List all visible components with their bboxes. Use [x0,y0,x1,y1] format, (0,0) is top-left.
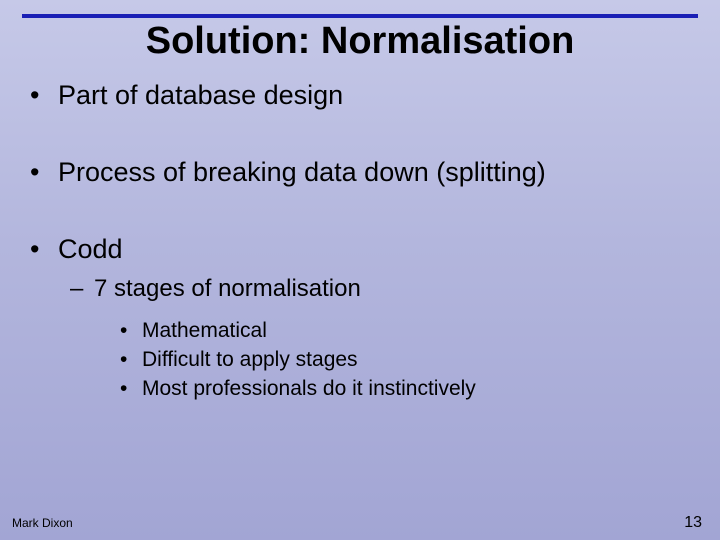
bullet-text: Most professionals do it instinctively [142,374,476,403]
bullet-level3: • Mathematical [120,316,690,345]
title-rule [22,14,698,18]
bullet-level1: • Codd [30,232,690,267]
bullet-level1: • Process of breaking data down (splitti… [30,155,690,190]
bullet-dot-icon: • [30,155,58,190]
bullet-dot-icon: • [30,232,58,267]
footer-author: Mark Dixon [12,516,73,530]
bullet-text: Part of database design [58,78,343,113]
bullet-dash-icon: – [70,273,94,305]
slide-body: • Part of database design • Process of b… [30,78,690,404]
bullet-text: Process of breaking data down (splitting… [58,155,546,190]
bullet-level3: • Difficult to apply stages [120,345,690,374]
bullet-dot-icon: • [120,316,142,345]
bullet-level3: • Most professionals do it instinctively [120,374,690,403]
bullet-dot-icon: • [120,345,142,374]
bullet-text: 7 stages of normalisation [94,273,361,305]
slide-title: Solution: Normalisation [0,20,720,63]
bullet-text: Difficult to apply stages [142,345,358,374]
bullet-dot-icon: • [30,78,58,113]
bullet-text: Mathematical [142,316,267,345]
bullet-level2: – 7 stages of normalisation [70,273,690,305]
bullet-level1: • Part of database design [30,78,690,113]
footer-page-number: 13 [684,514,702,532]
bullet-text: Codd [58,232,123,267]
bullet-dot-icon: • [120,374,142,403]
